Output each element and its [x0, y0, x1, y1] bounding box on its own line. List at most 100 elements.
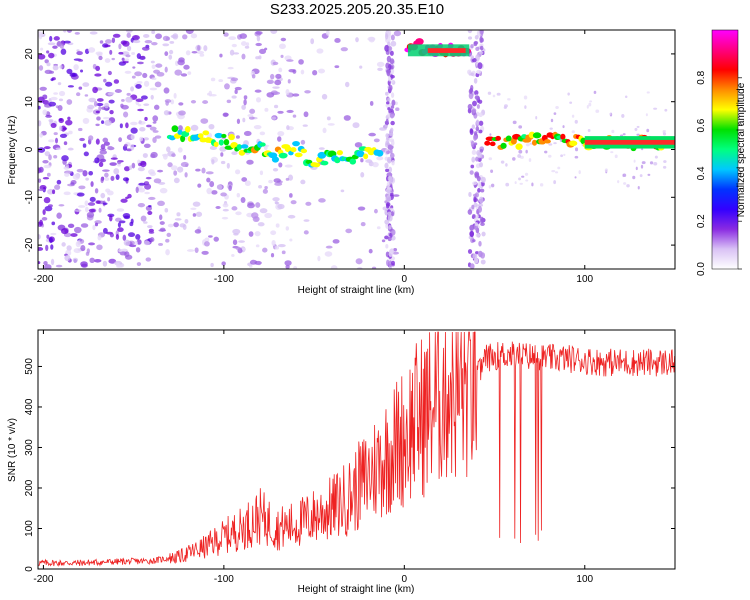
spectral-blob: [86, 211, 95, 218]
spectral-blob: [223, 32, 229, 37]
spectral-blob: [179, 223, 186, 228]
ridge-blob: [334, 157, 341, 164]
spectral-blob: [254, 231, 261, 237]
colorbar-gradient: [711, 29, 739, 270]
spectral-blob: [243, 130, 252, 137]
spectral-blob: [478, 51, 484, 55]
spectral-blob: [575, 147, 579, 152]
spectral-blob: [124, 70, 132, 74]
spectral-blob: [476, 69, 482, 74]
spectral-blob: [48, 139, 55, 143]
spectral-blob: [72, 257, 79, 263]
spectral-blob: [192, 213, 197, 217]
spectral-blob: [275, 73, 282, 79]
spectral-blob: [129, 244, 137, 248]
spectral-blob: [272, 168, 279, 172]
spectral-blob: [197, 45, 201, 51]
spectral-blob: [184, 218, 189, 224]
spectral-blob: [302, 124, 308, 127]
spectral-blob: [332, 239, 340, 244]
spectral-blob: [467, 36, 473, 40]
spectral-blob: [59, 133, 68, 138]
spectral-blob: [286, 59, 294, 62]
spectral-blob: [168, 54, 173, 60]
spectral-blob: [525, 143, 530, 147]
spectral-blob: [519, 182, 523, 185]
spectral-blob: [258, 48, 267, 55]
spectral-blob: [385, 101, 390, 105]
spectral-blob: [151, 77, 157, 81]
spectral-blob: [662, 129, 667, 133]
ridge-blob: [197, 133, 204, 139]
spectral-blob: [614, 154, 618, 159]
spectral-blob: [113, 79, 120, 84]
spectral-blob: [390, 80, 394, 84]
spectral-blob: [476, 119, 480, 125]
spectral-blob: [43, 164, 52, 169]
spectral-blob: [330, 265, 338, 269]
spectral-blob: [56, 179, 62, 185]
ridge-blob: [228, 134, 235, 141]
spectral-blob: [143, 80, 150, 87]
spectral-blob: [150, 151, 158, 158]
spectral-blob: [477, 151, 483, 159]
spectral-blob: [210, 262, 214, 268]
spectral-blob: [384, 219, 390, 225]
spectral-blob: [151, 64, 156, 70]
spectral-blob: [154, 135, 162, 139]
spectral-blob: [479, 148, 484, 153]
spectral-blob: [178, 125, 183, 131]
spectral-blob: [481, 231, 486, 237]
spectral-blob: [227, 66, 234, 70]
spectral-blob: [385, 91, 389, 96]
spectral-blob: [387, 97, 391, 102]
spectral-blob: [300, 69, 305, 75]
spectral-blob: [88, 208, 96, 213]
spectral-blob: [44, 59, 49, 64]
spectral-blob: [150, 60, 155, 64]
spectral-blob: [388, 225, 392, 230]
spectral-blob: [553, 112, 557, 115]
spectral-blob: [67, 223, 75, 229]
spectral-blob: [395, 107, 400, 112]
spectral-blob: [391, 260, 395, 266]
spectral-blob: [551, 170, 556, 173]
spectral-blob: [122, 234, 127, 241]
spectral-blob: [220, 192, 227, 197]
spectral-blob: [393, 30, 402, 37]
spectral-blob: [208, 235, 213, 238]
spectral-blob: [387, 211, 392, 216]
spectral-blob: [145, 257, 152, 262]
spectral-blob: [61, 242, 66, 247]
spectral-blob: [567, 92, 570, 96]
ridge-blob: [214, 132, 223, 139]
ridge-blob: [356, 150, 365, 158]
spectral-blob: [479, 162, 483, 168]
spectral-blob: [200, 118, 209, 124]
spectral-blob: [216, 184, 223, 190]
spectral-blob: [634, 127, 638, 131]
spectral-blob: [386, 69, 391, 74]
spectral-blob: [626, 184, 630, 188]
spectral-blob: [588, 102, 592, 107]
spectral-blob: [88, 47, 96, 53]
ridge-blob: [218, 139, 224, 146]
spectral-blob: [390, 105, 395, 109]
spectral-blob: [123, 215, 131, 220]
spectrogram-background: [38, 30, 675, 269]
spectral-blob: [167, 162, 173, 168]
spectral-blob: [48, 154, 52, 161]
spectral-blob: [80, 244, 86, 252]
spectral-blob: [100, 177, 104, 184]
spectral-blob: [639, 174, 643, 178]
ridge-blob: [569, 140, 578, 147]
spectral-blob: [118, 248, 123, 253]
spectral-blob: [114, 89, 122, 93]
spectral-blob: [140, 95, 148, 100]
spectral-blob: [343, 115, 351, 121]
spectral-blob: [135, 83, 142, 89]
ridge-blob: [317, 151, 327, 159]
ridge-blob: [349, 158, 357, 165]
spectral-blob: [85, 177, 89, 181]
spectral-blob: [242, 117, 246, 123]
